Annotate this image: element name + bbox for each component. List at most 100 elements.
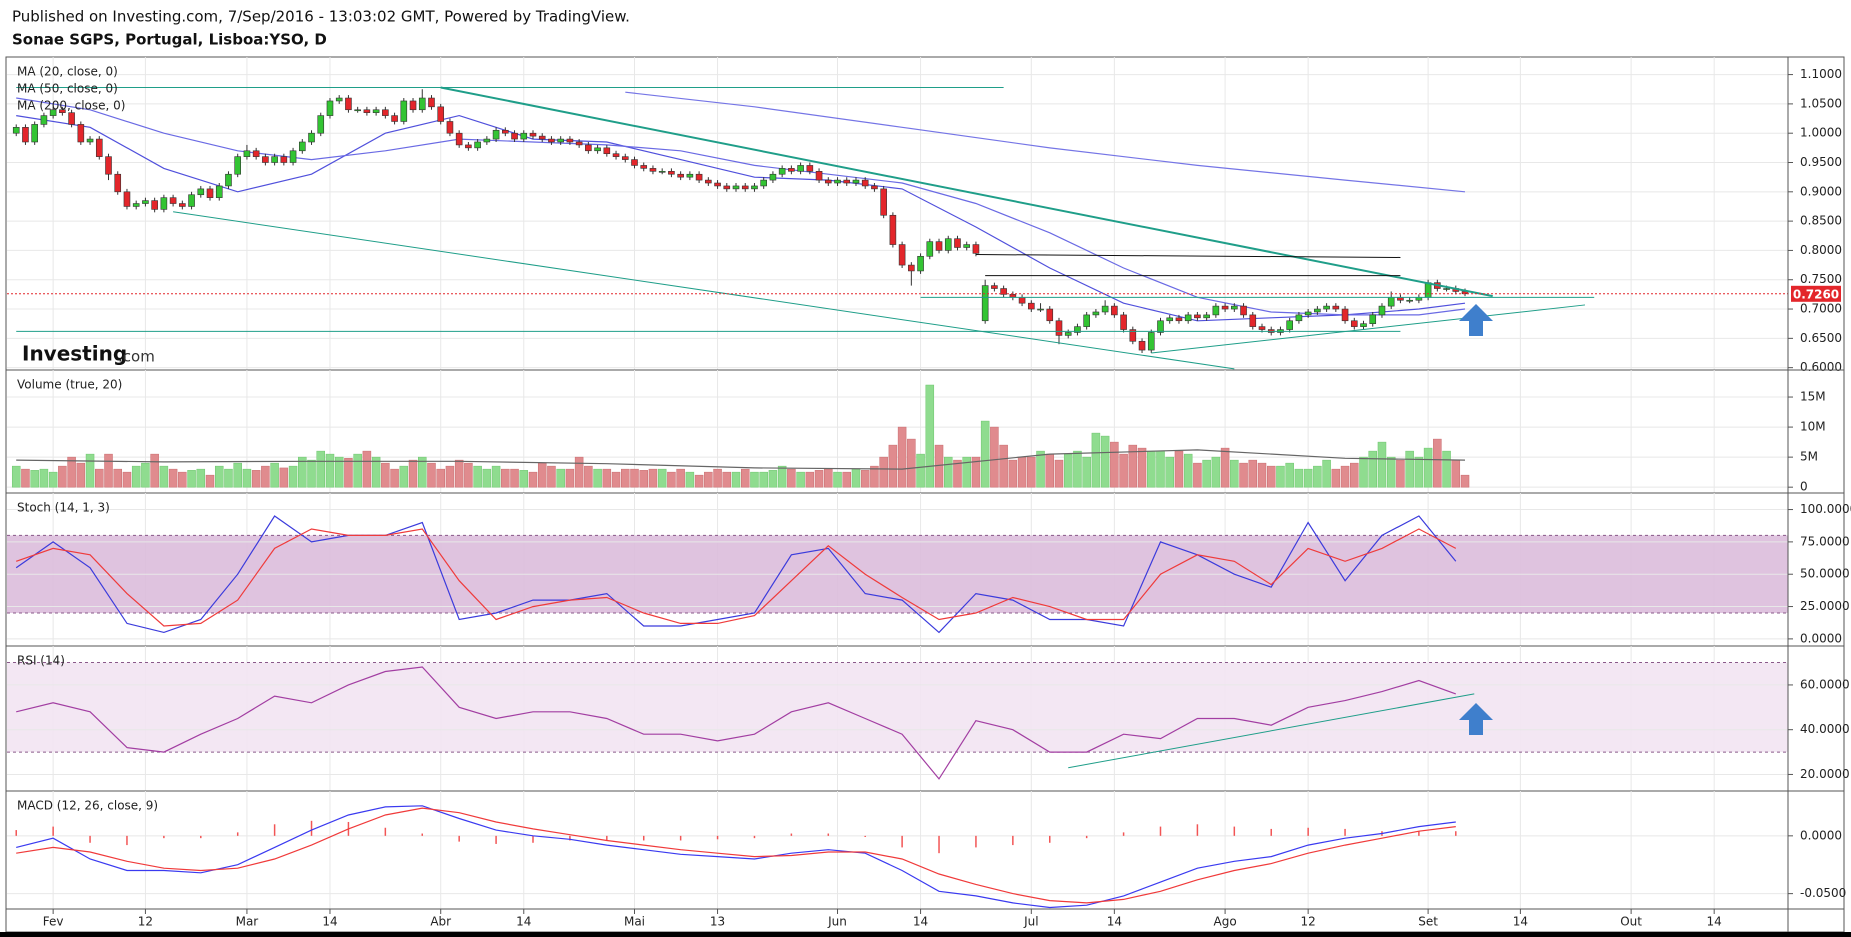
y-tick-label: 5M [1800, 450, 1818, 464]
candle-body [418, 97, 426, 111]
candle-body [335, 97, 343, 102]
x-tick-label: Abr [430, 915, 451, 929]
candle-body [824, 179, 832, 184]
legend-label: MA (50, close, 0) [17, 82, 118, 96]
volume-bar [1423, 447, 1433, 488]
candle-body [59, 109, 66, 113]
candle-body [105, 156, 112, 175]
volume-bar [113, 468, 122, 488]
candle-body [123, 191, 131, 207]
y-tick-label: 50.0000 [1800, 567, 1850, 581]
candle-body [68, 112, 75, 125]
volume-bar [1211, 456, 1221, 488]
candle-body [1147, 332, 1155, 351]
volume-bar [768, 470, 778, 488]
candle-body [1157, 320, 1164, 333]
volume-bar [1331, 468, 1341, 488]
candle-body [520, 132, 528, 140]
indicator-line [16, 666, 1457, 780]
candle-body [751, 185, 758, 190]
volume-bar [214, 465, 224, 488]
volume-bar [1119, 453, 1128, 488]
candle-body [188, 194, 195, 207]
volume-bar [565, 468, 575, 488]
candle-body [31, 124, 38, 143]
y-tick-label: 0.7500 [1800, 272, 1842, 286]
candle-body [132, 203, 140, 207]
volume-bar [1054, 459, 1064, 488]
macd-line [16, 805, 1456, 909]
volume-bar [196, 468, 206, 488]
candle-body [1360, 323, 1367, 327]
candle-body [1129, 329, 1137, 342]
x-tick-label: 12 [138, 915, 153, 929]
candle-body [1323, 305, 1330, 310]
logo-suffix: .com [118, 348, 155, 366]
pane-title: MACD (12, 26, close, 9) [17, 799, 158, 813]
candle-body [1101, 305, 1109, 313]
volume-bar [48, 471, 58, 488]
volume-bar [1303, 468, 1313, 488]
volume-bar [667, 471, 676, 488]
candle-body [243, 150, 251, 157]
volume-bar [501, 468, 510, 488]
candle-body [271, 156, 278, 163]
candle-body [280, 156, 288, 163]
volume-bar [1183, 453, 1193, 488]
volume-bar [713, 468, 722, 488]
candle-body [705, 179, 712, 184]
candle-body [86, 138, 94, 143]
candle-body [1249, 314, 1257, 327]
candle-body [797, 165, 804, 172]
candle-body [169, 197, 177, 204]
candle-body [760, 179, 767, 187]
candle-body [1083, 314, 1090, 327]
volume-bar [1460, 474, 1470, 488]
volume-bar [787, 468, 796, 488]
candle-body [197, 188, 205, 196]
candle-body [502, 129, 509, 134]
candle-body [1055, 320, 1063, 336]
candle-body [391, 115, 398, 122]
x-tick-label: 14 [322, 915, 337, 929]
x-tick-label: Jul [1023, 915, 1038, 929]
candle-body [917, 255, 924, 272]
candle-body [382, 109, 389, 116]
volume-bar [1027, 456, 1036, 488]
candle-body [1231, 305, 1238, 310]
candle-body [317, 115, 325, 134]
candle-body [778, 168, 786, 175]
volume-bar [851, 468, 861, 488]
trend-line [440, 86, 1493, 298]
volume-bar [168, 468, 178, 488]
candle-body [1064, 332, 1072, 336]
candle-body [1166, 317, 1174, 322]
volume-bar [1257, 462, 1267, 488]
candle-body [262, 156, 269, 163]
y-tick-label: 25.0000 [1800, 599, 1850, 613]
candle-body [668, 170, 675, 175]
candle-body [1000, 288, 1007, 295]
macd-line [16, 807, 1456, 904]
volume-bar [916, 453, 925, 488]
volume-bar [307, 459, 316, 488]
candle-body [741, 185, 749, 190]
volume-bar [21, 468, 30, 488]
indicator-line [16, 528, 1457, 627]
trend-line [1068, 693, 1475, 769]
volume-bar [999, 444, 1008, 488]
volume-bar [399, 465, 409, 488]
candle-body [492, 129, 500, 140]
candle-body [649, 168, 657, 172]
candle-body [1240, 305, 1247, 316]
candle-body [289, 150, 297, 163]
volume-bar [279, 467, 289, 488]
x-tick-label: 14 [913, 915, 928, 929]
volume-bar [1202, 459, 1211, 488]
volume-bar [556, 468, 565, 488]
logo-brand: Investing [22, 342, 127, 366]
volume-bar [1220, 447, 1230, 488]
arrow-up-icon [1459, 703, 1493, 735]
candle-body [788, 168, 795, 172]
volume-bar [962, 456, 971, 488]
